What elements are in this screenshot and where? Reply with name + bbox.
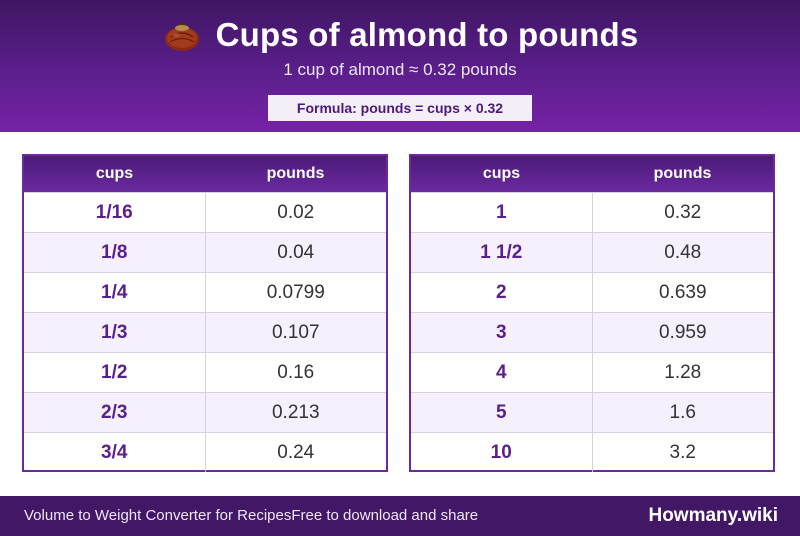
cups-cell: 2 bbox=[411, 273, 593, 312]
table-header: cups pounds bbox=[411, 156, 773, 192]
column-header-pounds: pounds bbox=[266, 165, 325, 182]
cups-cell: 4 bbox=[411, 353, 593, 392]
conversion-table-left: cups pounds 1/16 0.02 1/8 0.04 1/4 0.079… bbox=[22, 154, 388, 472]
cups-cell: 1/3 bbox=[24, 313, 206, 352]
page-title: Cups of almond to pounds bbox=[215, 16, 639, 53]
table-row: 1/2 0.16 bbox=[24, 352, 386, 392]
cups-cell: 1/2 bbox=[24, 353, 206, 392]
table-header: cups pounds bbox=[24, 156, 386, 192]
table-row: 2/3 0.213 bbox=[24, 392, 386, 432]
table-row: 1/16 0.02 bbox=[24, 192, 386, 232]
cups-cell: 5 bbox=[411, 393, 593, 432]
footer-bar: Volume to Weight Converter for RecipesFr… bbox=[0, 496, 800, 536]
table-row: 1/3 0.107 bbox=[24, 312, 386, 352]
table-row: 1 1/2 0.48 bbox=[411, 232, 773, 272]
pounds-cell: 1.6 bbox=[669, 402, 696, 423]
cups-cell: 1/8 bbox=[24, 233, 206, 272]
cups-cell: 1/4 bbox=[24, 273, 206, 312]
pounds-cell: 0.0799 bbox=[266, 282, 325, 303]
cups-cell: 1 1/2 bbox=[411, 233, 593, 272]
table-row: 3/4 0.24 bbox=[24, 432, 386, 472]
pounds-cell: 3.2 bbox=[669, 442, 696, 463]
table-row: 10 3.2 bbox=[411, 432, 773, 472]
header-banner: Cups of almond to pounds 1 cup of almond… bbox=[0, 0, 800, 132]
table-row: 4 1.28 bbox=[411, 352, 773, 392]
table-row: 1/8 0.04 bbox=[24, 232, 386, 272]
cups-cell: 1 bbox=[411, 193, 593, 232]
footer-brand-link[interactable]: Howmany.wiki bbox=[648, 505, 778, 526]
table-row: 1/4 0.0799 bbox=[24, 272, 386, 312]
footer-converter-text: Volume to Weight Converter for Recipes bbox=[24, 507, 292, 524]
cups-cell: 3 bbox=[411, 313, 593, 352]
cups-cell: 10 bbox=[411, 433, 593, 472]
footer-tagline: Volume to Weight Converter for RecipesFr… bbox=[24, 496, 478, 536]
pounds-cell: 0.04 bbox=[277, 242, 315, 263]
column-header-pounds: pounds bbox=[653, 165, 712, 182]
pounds-cell: 0.02 bbox=[277, 202, 315, 223]
pounds-cell: 0.107 bbox=[271, 322, 320, 343]
table-row: 3 0.959 bbox=[411, 312, 773, 352]
table-row: 5 1.6 bbox=[411, 392, 773, 432]
conversion-table-right: cups pounds 1 0.32 1 1/2 0.48 2 0.639 3 … bbox=[409, 154, 775, 472]
pounds-cell: 0.16 bbox=[277, 362, 315, 383]
pounds-cell: 0.959 bbox=[658, 322, 707, 343]
almond-icon bbox=[164, 22, 199, 51]
page-subtitle: 1 cup of almond ≈ 0.32 pounds bbox=[283, 60, 517, 79]
table-row: 2 0.639 bbox=[411, 272, 773, 312]
cups-cell: 3/4 bbox=[24, 433, 206, 472]
formula-badge: Formula: pounds = cups × 0.32 bbox=[268, 95, 532, 121]
pounds-cell: 0.32 bbox=[664, 202, 702, 223]
cups-cell: 1/16 bbox=[24, 193, 206, 232]
table-row: 1 0.32 bbox=[411, 192, 773, 232]
pounds-cell: 1.28 bbox=[664, 362, 702, 383]
column-header-cups: cups bbox=[482, 165, 521, 182]
pounds-cell: 0.48 bbox=[664, 242, 702, 263]
pounds-cell: 0.213 bbox=[271, 402, 320, 423]
pounds-cell: 0.639 bbox=[658, 282, 707, 303]
footer-share-text: Free to download and share bbox=[291, 507, 479, 524]
column-header-cups: cups bbox=[95, 165, 134, 182]
pounds-cell: 0.24 bbox=[277, 442, 315, 463]
title-row: Cups of almond to pounds bbox=[0, 14, 800, 56]
cups-cell: 2/3 bbox=[24, 393, 206, 432]
